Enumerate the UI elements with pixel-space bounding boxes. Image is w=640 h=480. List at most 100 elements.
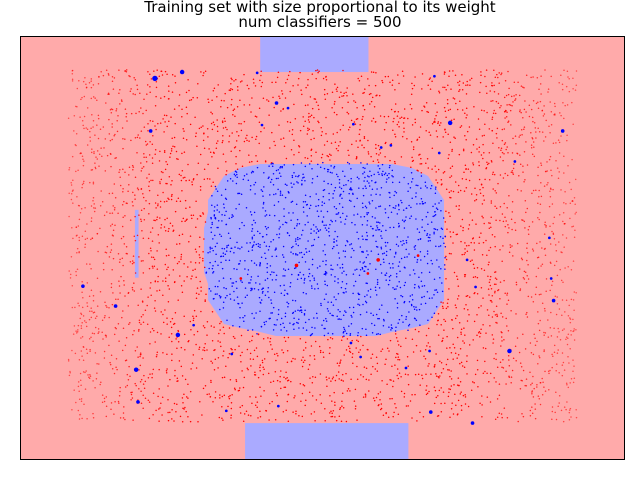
data-point-blue: [356, 197, 358, 200]
data-point-blue: [377, 165, 379, 167]
data-point-red: [154, 280, 157, 282]
weighted-point-blue: [352, 122, 355, 126]
data-point-red: [535, 102, 538, 105]
data-point-red: [167, 266, 169, 269]
data-point-red: [407, 374, 409, 376]
data-point-red: [262, 337, 265, 340]
data-point-red: [306, 157, 309, 160]
data-point-red: [165, 370, 168, 372]
data-point-red: [204, 221, 207, 223]
data-point-red: [332, 376, 335, 378]
data-point-blue: [249, 211, 252, 213]
data-point-red: [339, 128, 342, 131]
data-point-red: [484, 360, 486, 363]
data-point-red: [84, 238, 87, 241]
data-point-red: [551, 174, 553, 177]
data-point-red: [565, 338, 567, 340]
data-point-blue: [328, 231, 330, 233]
data-point-red: [535, 189, 537, 192]
data-point-red: [302, 349, 305, 351]
data-point-red: [359, 124, 361, 126]
data-point-red: [164, 309, 166, 311]
data-point-red: [538, 189, 540, 192]
data-point-red: [98, 331, 100, 333]
data-point-red: [542, 115, 545, 117]
data-point-red: [539, 403, 542, 406]
data-point-red: [573, 330, 575, 332]
data-point-red: [179, 200, 182, 202]
data-point-blue: [407, 324, 410, 327]
data-point-red: [114, 133, 116, 136]
data-point-red: [569, 317, 571, 319]
data-point-blue: [291, 200, 294, 203]
data-point-red: [314, 340, 317, 343]
data-point-red: [545, 290, 547, 292]
data-point-red: [460, 225, 462, 227]
data-point-red: [537, 267, 540, 269]
data-point-red: [493, 84, 495, 87]
data-point-blue: [269, 194, 271, 196]
data-point-red: [126, 202, 128, 205]
data-point-red: [134, 176, 137, 178]
data-point-red: [375, 143, 377, 146]
data-point-red: [572, 359, 574, 361]
data-point-red: [348, 154, 350, 157]
data-point-blue: [320, 210, 322, 212]
data-point-red: [90, 78, 93, 80]
data-point-blue: [414, 283, 416, 286]
data-point-blue: [303, 279, 306, 281]
data-point-red: [134, 239, 137, 242]
data-point-blue: [315, 193, 317, 195]
data-point-red: [440, 410, 443, 413]
data-point-red: [506, 294, 508, 296]
data-point-blue: [342, 212, 344, 215]
data-point-red: [427, 111, 430, 114]
data-point-red: [531, 390, 534, 392]
data-point-red: [529, 342, 532, 344]
data-point-red: [358, 79, 361, 82]
data-point-red: [191, 181, 193, 183]
data-point-blue: [265, 320, 267, 323]
data-point-blue: [331, 333, 334, 335]
data-point-red: [425, 162, 427, 165]
data-point-blue: [381, 253, 384, 255]
data-point-red: [566, 139, 568, 142]
data-point-red: [505, 220, 507, 222]
data-point-blue: [221, 220, 223, 222]
data-point-red: [445, 210, 447, 212]
data-point-red: [392, 415, 394, 418]
data-point-red: [509, 246, 512, 248]
data-point-red: [450, 378, 453, 380]
data-point-blue: [331, 314, 333, 316]
data-point-red: [235, 78, 237, 81]
data-point-red: [143, 152, 145, 155]
data-point-red: [480, 71, 482, 73]
data-point-red: [442, 391, 445, 393]
data-point-red: [213, 152, 215, 154]
data-point-red: [558, 402, 560, 404]
data-point-red: [531, 248, 534, 250]
data-point-red: [81, 336, 84, 338]
data-point-red: [142, 192, 144, 195]
data-point-red: [83, 115, 86, 118]
data-point-red: [572, 299, 575, 301]
data-point-red: [320, 402, 323, 405]
data-point-red: [262, 366, 264, 368]
data-point-red: [285, 371, 287, 373]
data-point-red: [485, 332, 487, 334]
data-point-blue: [381, 174, 384, 177]
data-point-blue: [350, 323, 353, 325]
data-point-red: [437, 312, 440, 315]
data-point-red: [90, 86, 93, 89]
data-point-blue: [410, 181, 413, 183]
data-point-red: [472, 162, 474, 164]
data-point-blue: [249, 189, 252, 191]
data-point-red: [98, 76, 100, 78]
data-point-red: [72, 189, 74, 191]
data-point-red: [258, 142, 260, 145]
data-point-blue: [259, 283, 261, 285]
data-point-red: [569, 348, 571, 350]
data-point-blue: [359, 313, 362, 316]
data-point-red: [569, 407, 572, 410]
data-point-red: [568, 411, 571, 414]
